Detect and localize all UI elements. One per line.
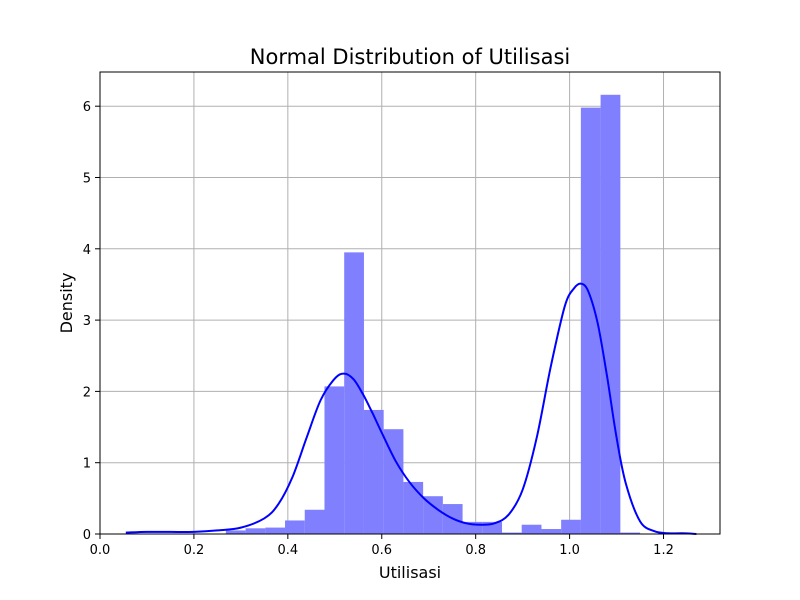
histogram-bar (344, 252, 364, 535)
y-tick-label: 4 (83, 243, 91, 258)
x-axis-title: Utilisasi (379, 563, 441, 582)
kde-curve (125, 282, 697, 535)
histogram-bar (600, 94, 621, 535)
chart-title: Normal Distribution of Utilisasi (250, 45, 570, 69)
histogram-bars (225, 94, 641, 535)
histogram-bar (265, 527, 286, 534)
x-tick-label: 1.0 (559, 543, 580, 558)
x-tick-label: 0.4 (277, 543, 298, 558)
y-tick-label: 1 (83, 457, 91, 472)
x-tick-label: 0.8 (465, 543, 486, 558)
histogram-bar (521, 524, 542, 534)
plot-frame (99, 71, 721, 535)
histogram-bar (245, 528, 266, 534)
histogram-bar (225, 530, 246, 534)
histogram-bar (580, 107, 601, 534)
histogram-bar (304, 509, 325, 534)
histogram-bar (620, 532, 641, 534)
histogram-bar (403, 481, 424, 534)
y-axis: 0 1 2 3 4 5 6 (83, 100, 100, 543)
x-tick-label: 0.0 (90, 543, 111, 558)
x-tick-label: 0.6 (371, 543, 392, 558)
histogram-bar (383, 429, 404, 534)
histogram-bar (363, 409, 384, 534)
y-tick-label: 3 (83, 314, 91, 329)
histogram-bar (423, 496, 443, 534)
y-tick-label: 0 (83, 528, 91, 543)
histogram-bar (285, 520, 305, 534)
x-axis: 0.0 0.2 0.4 0.6 0.8 1.0 1.2 (90, 534, 674, 558)
y-axis-title: Density (57, 273, 76, 334)
kde-curve-group (125, 282, 697, 535)
y-tick-label: 6 (83, 100, 91, 115)
x-tick-label: 0.2 (184, 543, 205, 558)
histogram-bar (501, 532, 522, 534)
y-tick-label: 2 (83, 385, 91, 400)
histogram-bar (561, 519, 581, 534)
x-tick-label: 1.2 (653, 543, 674, 558)
histogram-bar (324, 386, 345, 534)
y-tick-label: 5 (83, 172, 91, 187)
histogram-bar (541, 529, 562, 534)
